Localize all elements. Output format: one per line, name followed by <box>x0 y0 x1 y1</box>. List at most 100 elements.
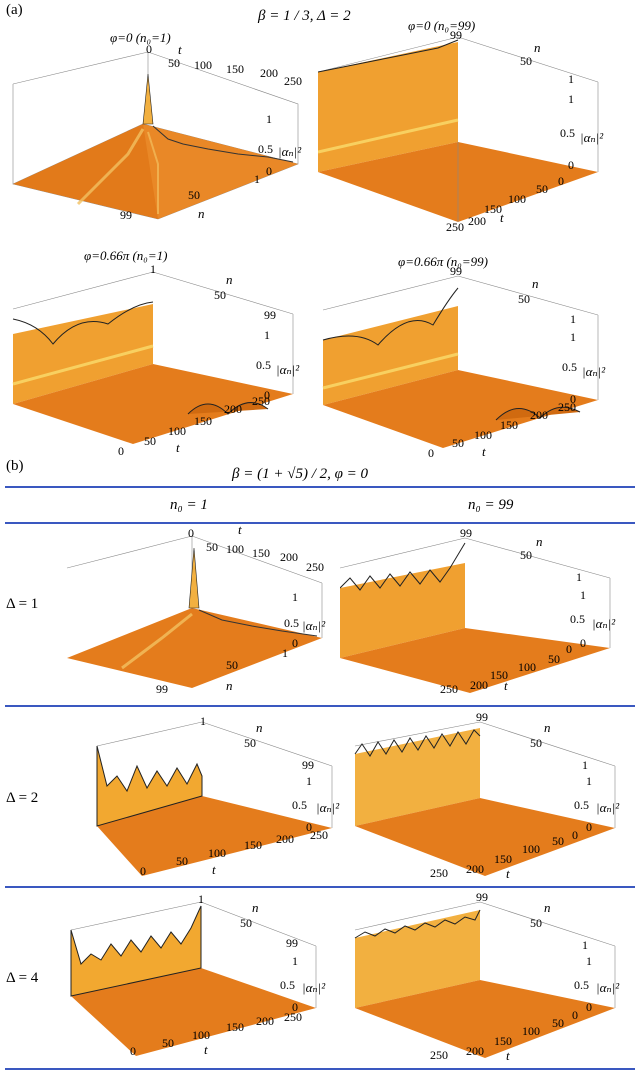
panel-a1-plot: 0 50 100 150 200 250 t 1 0.5 0 |αₙ|² 1 5… <box>8 42 308 224</box>
b3a-t-label: t <box>204 1042 208 1057</box>
a3-n-99: 99 <box>264 308 276 322</box>
a3-z-label: |αₙ|² <box>276 362 300 377</box>
b2b-n-50: 50 <box>530 736 542 750</box>
b2a-t-100: 100 <box>208 846 226 860</box>
b1a-t-0: 0 <box>188 526 194 540</box>
row-label-delta-1: Δ = 1 <box>6 596 39 612</box>
b2b-z-1: 1 <box>586 774 592 788</box>
panel-a1-subtitle: φ=0 (n₀=1) <box>110 30 171 45</box>
a4-z-05: 0.5 <box>562 360 577 374</box>
a3-n-label: n <box>226 272 233 287</box>
b3b-z-05: 0.5 <box>574 978 589 992</box>
b1b-t-250: 250 <box>440 682 458 696</box>
b3b-n-99: 99 <box>476 890 488 904</box>
col-header-n0-99: n₀ = 99 <box>468 497 514 513</box>
a2-n-50: 50 <box>520 54 532 68</box>
b2a-n-50: 50 <box>244 736 256 750</box>
b2a-t-50: 50 <box>176 854 188 868</box>
b3b-t-200: 200 <box>466 1044 484 1058</box>
a1-z-1: 1 <box>266 112 272 126</box>
b2b-t-50: 50 <box>552 834 564 848</box>
a4-t-0: 0 <box>428 446 434 460</box>
b3a-z-label: |αₙ|² <box>302 980 326 995</box>
b3a-n-50: 50 <box>240 916 252 930</box>
b1a-n-99: 99 <box>156 682 168 696</box>
b3a-t-0: 0 <box>130 1044 136 1058</box>
b1b-n-1: 1 <box>576 570 582 584</box>
b3b-t-150: 150 <box>494 1034 512 1048</box>
part-b-label: (b) <box>6 458 24 474</box>
a1-n-99: 99 <box>120 208 132 222</box>
b2b-z-label: |αₙ|² <box>596 800 620 815</box>
row-label-delta-2: Δ = 2 <box>6 790 39 806</box>
b2a-z-1: 1 <box>306 774 312 788</box>
b1b-z-1: 1 <box>580 588 586 602</box>
panel-a2-subtitle: φ=0 (n₀=99) <box>408 18 476 33</box>
b1b-t-200: 200 <box>470 678 488 692</box>
b3b-n-1: 1 <box>582 938 588 952</box>
rule-header <box>5 522 635 524</box>
a3-t-150: 150 <box>194 414 212 428</box>
a1-t-label: t <box>178 42 182 57</box>
b3b-n-50: 50 <box>530 916 542 930</box>
a3-z-1: 1 <box>264 328 270 342</box>
b2b-t-150: 150 <box>494 852 512 866</box>
b2a-t-150: 150 <box>244 838 262 852</box>
a3-t-100: 100 <box>168 424 186 438</box>
panel-a4-plot: 99 50 n 1 1 0.5 0 |αₙ|² 250 200 150 100 … <box>318 264 618 460</box>
a4-z-label: |αₙ|² <box>582 364 606 379</box>
panel-b-d1-n1: 0 50 100 150 200 250 t 1 0.5 0 |αₙ|² 1 5… <box>62 522 332 698</box>
b2a-t-0: 0 <box>140 864 146 878</box>
b2b-t-200: 200 <box>466 862 484 876</box>
rule-delta-1 <box>5 705 635 707</box>
b1a-t-label: t <box>238 522 242 537</box>
b2b-t-100: 100 <box>522 842 540 856</box>
a4-z-0: 0 <box>570 392 576 406</box>
panel-b-d4-n99: 99 50 n 1 1 0.5 0 |αₙ|² 0 50 100 150 200… <box>350 890 630 1066</box>
a2-t-200: 200 <box>468 214 486 228</box>
b3a-t-150: 150 <box>226 1020 244 1034</box>
b3b-t-label: t <box>506 1048 510 1063</box>
a3-z-0: 0 <box>264 388 270 402</box>
b3b-t-50: 50 <box>552 1016 564 1030</box>
b2a-n-1: 1 <box>200 714 206 728</box>
a2-t-100: 100 <box>508 192 526 206</box>
b2b-n-label: n <box>544 720 551 735</box>
b1b-t-0: 0 <box>566 642 572 656</box>
b3b-z-0: 0 <box>586 1000 592 1014</box>
a4-t-150: 150 <box>500 418 518 432</box>
b1a-z-1: 1 <box>292 590 298 604</box>
b2a-t-250: 250 <box>310 828 328 842</box>
b2a-n-label: n <box>256 720 263 735</box>
a4-z-1: 1 <box>570 330 576 344</box>
a2-t-label: t <box>500 210 504 225</box>
b2b-t-label: t <box>506 866 510 881</box>
part-a-label: (a) <box>6 2 23 18</box>
b1b-t-50: 50 <box>548 652 560 666</box>
b3b-t-0: 0 <box>572 1008 578 1022</box>
b1b-z-05: 0.5 <box>570 612 585 626</box>
panel-b-d2-n1: 1 50 n 99 1 0.5 0 |αₙ|² 250 200 150 100 … <box>92 714 342 886</box>
b1a-z-05: 0.5 <box>284 616 299 630</box>
a2-t-50: 50 <box>536 182 548 196</box>
b2b-t-250: 250 <box>430 866 448 880</box>
a4-n-label: n <box>532 276 539 291</box>
a4-n-1: 1 <box>570 312 576 326</box>
b1a-n-1: 1 <box>282 646 288 660</box>
b2b-z-0: 0 <box>586 820 592 834</box>
panel-b-d2-n99: 99 50 n 1 1 0.5 0 |αₙ|² 0 50 100 150 200… <box>350 710 630 886</box>
a1-t-tick-250: 250 <box>284 74 302 88</box>
b3b-n-label: n <box>544 900 551 915</box>
b3a-n-1: 1 <box>198 892 204 906</box>
col-header-n0-1: n₀ = 1 <box>170 497 208 513</box>
b2b-t-0: 0 <box>572 828 578 842</box>
b2a-t-200: 200 <box>276 832 294 846</box>
a4-t-100: 100 <box>474 428 492 442</box>
b1a-z-label: |αₙ|² <box>302 618 326 633</box>
a1-z-0: 0 <box>266 164 272 178</box>
b2a-t-label: t <box>212 862 216 877</box>
b2b-z-05: 0.5 <box>574 798 589 812</box>
a1-t-tick-0: 0 <box>146 42 152 56</box>
a1-z-05: 0.5 <box>258 142 273 156</box>
rule-delta-2 <box>5 886 635 888</box>
